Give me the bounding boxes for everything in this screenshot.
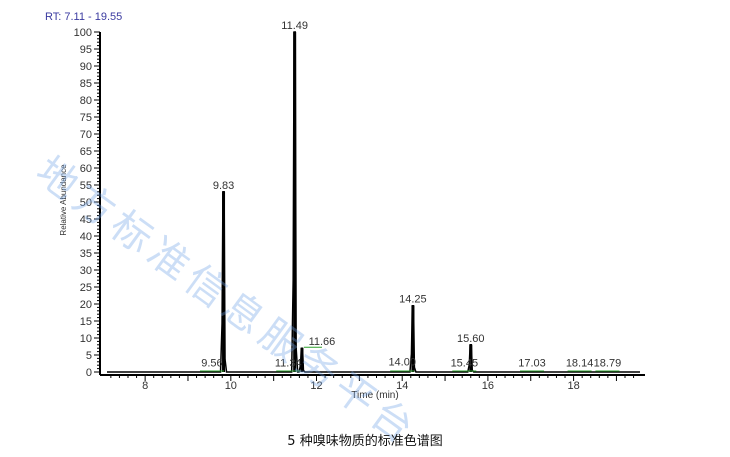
y-tick-label: 85 [80, 78, 92, 90]
y-tick-label: 10 [80, 333, 92, 345]
y-tick-label: 50 [80, 197, 92, 209]
y-tick-label: 60 [80, 163, 92, 175]
x-tick-label: 8 [142, 380, 148, 392]
x-tick-label: 10 [225, 380, 237, 392]
peak-label: 11.34 [275, 357, 302, 369]
peak-2 [300, 348, 304, 372]
chromatogram: RT: 7.11 - 19.55 0 5 10 15 20 25 30 35 40 45 50 55 6… [45, 11, 645, 401]
y-tick-label: 75 [80, 112, 92, 124]
x-tick-label: 12 [310, 380, 322, 392]
y-tick-label: 95 [80, 44, 92, 56]
trace [107, 31, 640, 373]
y-tick-label: 40 [80, 231, 92, 243]
peak-1 [293, 32, 297, 372]
x-tick-label: 18 [567, 380, 579, 392]
peak-label: 14.00 [388, 356, 416, 368]
x-axis-title: Time (min) [351, 390, 398, 401]
y-tick-label: 70 [80, 129, 92, 141]
axes: 0 5 10 15 20 25 30 35 40 45 50 55 60 65 70 75 80 85 90 95 10… [74, 27, 645, 392]
peak-0 [222, 191, 226, 372]
y-tick-label: 65 [80, 146, 92, 158]
y-tick-label: 25 [80, 282, 92, 294]
rt-range-label: RT: 7.11 - 19.55 [45, 11, 122, 23]
y-tick-label: 15 [80, 316, 92, 328]
peak-label: 9.83 [213, 180, 234, 192]
peak-label: 14.25 [399, 294, 427, 306]
y-tick-label: 35 [80, 248, 92, 260]
peak-labels: 9.56 9.83 11.34 11.49 11.66 14.00 14.25 15.45 15… [199, 20, 622, 372]
x-tick-label: 14 [396, 380, 408, 392]
y-tick-label: 5 [86, 350, 92, 362]
trace-line [107, 31, 640, 373]
peak-label: 15.60 [457, 333, 485, 345]
y-tick-label: 80 [80, 95, 92, 107]
peak-label: 15.45 [451, 357, 479, 369]
y-tick-label: 0 [86, 367, 92, 379]
y-tick-label: 30 [80, 265, 92, 277]
y-tick-label: 55 [80, 180, 92, 192]
x-tick-label: 16 [482, 380, 494, 392]
peak-label: 11.66 [309, 336, 336, 348]
peak-label: 17.03 [518, 357, 546, 369]
figure-caption: 5 种嗅味物质的标准色谱图 [287, 434, 443, 449]
peak-label: 18.14 [566, 357, 594, 369]
y-tick-label: 45 [80, 214, 92, 226]
peak-label: 9.56 [201, 357, 222, 369]
peak-label: 11.49 [281, 20, 308, 32]
y-tick-label: 20 [80, 299, 92, 311]
y-tick-label: 100 [74, 27, 92, 39]
y-axis-title: Relative Abundance [59, 164, 68, 236]
peak-label: 18.79 [594, 357, 622, 369]
y-tick-label: 90 [80, 61, 92, 73]
peak-4 [469, 344, 473, 372]
peak-3 [411, 305, 415, 372]
